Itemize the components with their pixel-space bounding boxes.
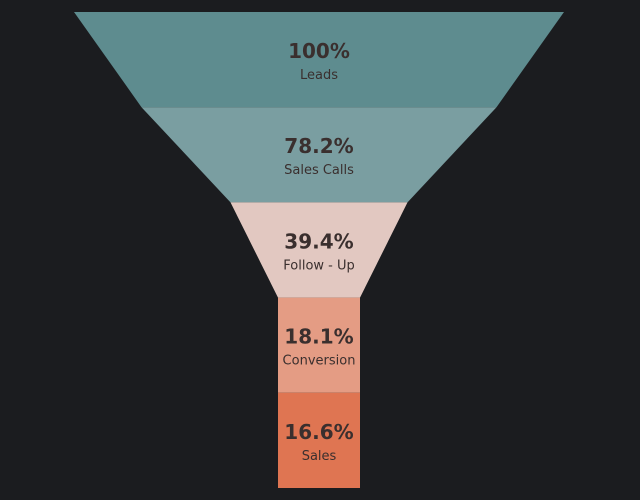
stage-percent-label: 78.2% bbox=[284, 134, 353, 158]
stage-name-label: Leads bbox=[300, 68, 338, 83]
funnel-stage-conversion bbox=[278, 297, 360, 393]
funnel-stage-leads bbox=[74, 12, 564, 108]
stage-percent-label: 100% bbox=[288, 39, 350, 63]
stage-percent-label: 16.6% bbox=[284, 420, 353, 444]
funnel-stage-sales-calls bbox=[141, 107, 497, 203]
stage-name-label: Conversion bbox=[283, 354, 356, 369]
stage-percent-label: 39.4% bbox=[284, 229, 353, 253]
funnel-stage-sales bbox=[278, 392, 360, 488]
stage-percent-label: 18.1% bbox=[284, 325, 353, 349]
stage-name-label: Follow - Up bbox=[283, 258, 355, 273]
stage-name-label: Sales Calls bbox=[284, 163, 354, 178]
funnel-stage-follow-up bbox=[230, 202, 408, 298]
funnel-stages: 100% Leads 78.2% Sales Calls 39.4% Follow - U… bbox=[74, 12, 564, 488]
stage-name-label: Sales bbox=[302, 449, 337, 464]
